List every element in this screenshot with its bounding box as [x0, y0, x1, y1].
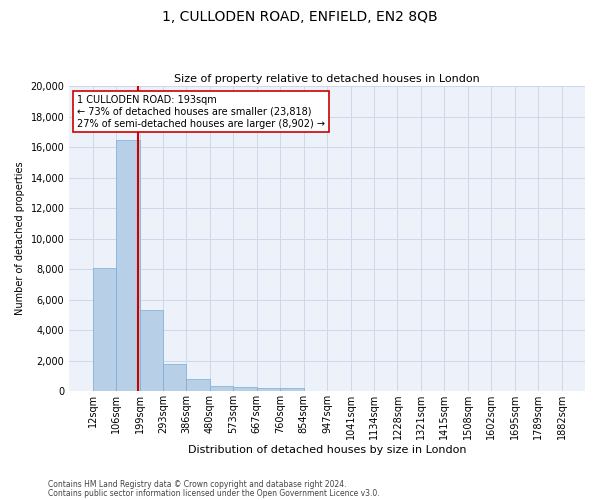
- Bar: [280, 388, 304, 391]
- Bar: [93, 268, 116, 391]
- Bar: [163, 364, 187, 391]
- Y-axis label: Number of detached properties: Number of detached properties: [15, 162, 25, 316]
- Bar: [140, 310, 163, 391]
- Title: Size of property relative to detached houses in London: Size of property relative to detached ho…: [174, 74, 480, 84]
- Bar: [187, 379, 210, 391]
- Bar: [116, 140, 140, 391]
- Text: 1, CULLODEN ROAD, ENFIELD, EN2 8QB: 1, CULLODEN ROAD, ENFIELD, EN2 8QB: [162, 10, 438, 24]
- Text: Contains public sector information licensed under the Open Government Licence v3: Contains public sector information licen…: [48, 489, 380, 498]
- Text: Contains HM Land Registry data © Crown copyright and database right 2024.: Contains HM Land Registry data © Crown c…: [48, 480, 347, 489]
- Bar: [233, 387, 257, 391]
- Text: 1 CULLODEN ROAD: 193sqm
← 73% of detached houses are smaller (23,818)
27% of sem: 1 CULLODEN ROAD: 193sqm ← 73% of detache…: [77, 96, 325, 128]
- Bar: [210, 386, 233, 391]
- X-axis label: Distribution of detached houses by size in London: Distribution of detached houses by size …: [188, 445, 466, 455]
- Bar: [257, 388, 280, 391]
